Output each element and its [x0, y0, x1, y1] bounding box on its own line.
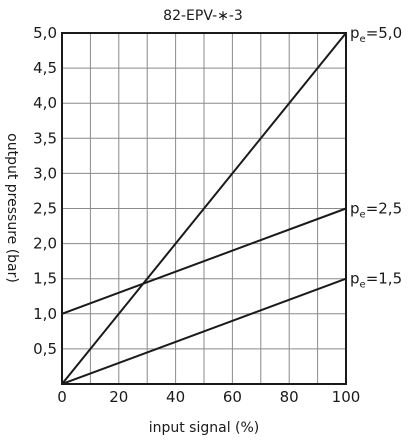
- series-labels: pe=5,0 pe=2,5 pe=1,5: [350, 24, 402, 291]
- y-tick-label: 3,5: [33, 129, 57, 147]
- chart-title: 82-EPV-∗-3: [163, 8, 243, 24]
- series-lines: [61, 32, 347, 385]
- series-line: [61, 32, 347, 385]
- y-tick-label: 1,5: [33, 270, 57, 288]
- x-tick-label: 20: [109, 388, 128, 406]
- series-line: [61, 207, 347, 315]
- y-tick-label: 2,5: [33, 200, 57, 218]
- y-tick-label: 2,0: [33, 235, 57, 253]
- y-tick-label: 3,0: [33, 164, 57, 182]
- y-tick-label: 5,0: [33, 24, 57, 42]
- series-label: pe=5,0: [350, 24, 402, 45]
- x-tick-label: 80: [280, 388, 299, 406]
- y-tick-labels: 0,5 1,0 1,5 2,0 2,5 3,0 3,5 4,0 4,5 5,0: [33, 24, 57, 358]
- x-tick-label: 40: [166, 388, 185, 406]
- series-line: [61, 277, 347, 385]
- series-label: pe=2,5: [350, 200, 402, 221]
- y-tick-label: 4,5: [33, 59, 57, 77]
- plot-frame: [61, 32, 347, 385]
- y-tick-label: 1,0: [33, 305, 57, 323]
- y-tick-label: 4,0: [33, 94, 57, 112]
- y-tick-label: 0,5: [33, 340, 57, 358]
- x-axis-label: input signal (%): [149, 420, 260, 436]
- x-tick-label: 100: [332, 388, 361, 406]
- series-label: pe=1,5: [350, 270, 402, 291]
- y-axis-label: output pressure (bar): [4, 133, 20, 283]
- x-tick-labels: 0 20 40 60 80 100: [57, 388, 360, 406]
- x-tick-label: 60: [223, 388, 242, 406]
- x-tick-label: 0: [57, 388, 67, 406]
